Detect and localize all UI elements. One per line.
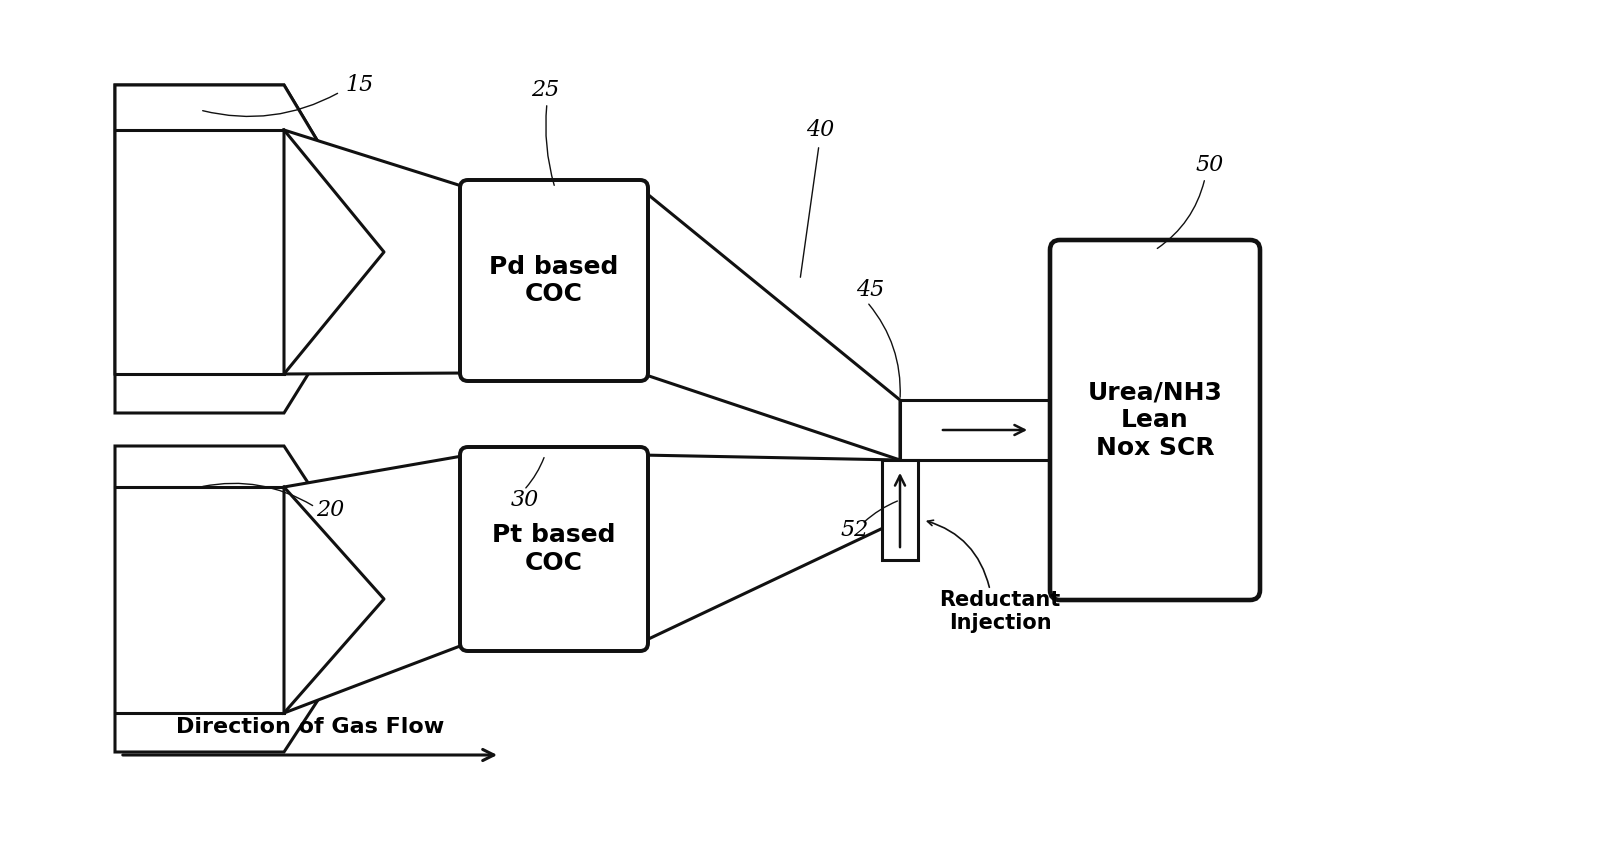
- Text: 45: 45: [856, 279, 884, 301]
- Polygon shape: [115, 85, 384, 413]
- Polygon shape: [283, 130, 468, 374]
- Text: 50: 50: [1196, 154, 1224, 176]
- FancyBboxPatch shape: [1051, 240, 1260, 600]
- Text: 40: 40: [806, 119, 834, 141]
- Text: Pd based
COC: Pd based COC: [489, 255, 618, 307]
- Polygon shape: [640, 188, 900, 460]
- FancyBboxPatch shape: [460, 180, 648, 381]
- Text: 30: 30: [512, 489, 539, 511]
- Text: 20: 20: [316, 499, 345, 521]
- Text: 25: 25: [531, 79, 559, 101]
- Text: 52: 52: [840, 519, 869, 541]
- Text: Reductant
Injection: Reductant Injection: [939, 590, 1060, 634]
- Polygon shape: [115, 85, 384, 374]
- Text: Direction of Gas Flow: Direction of Gas Flow: [176, 717, 444, 737]
- FancyBboxPatch shape: [460, 447, 648, 651]
- Text: Urea/NH3
Lean
Nox SCR: Urea/NH3 Lean Nox SCR: [1088, 380, 1222, 460]
- Polygon shape: [882, 460, 918, 560]
- Polygon shape: [283, 455, 468, 713]
- Text: Pt based
COC: Pt based COC: [492, 523, 615, 575]
- Polygon shape: [640, 455, 900, 643]
- Polygon shape: [115, 446, 384, 752]
- Polygon shape: [900, 400, 1060, 460]
- Text: 15: 15: [346, 74, 374, 96]
